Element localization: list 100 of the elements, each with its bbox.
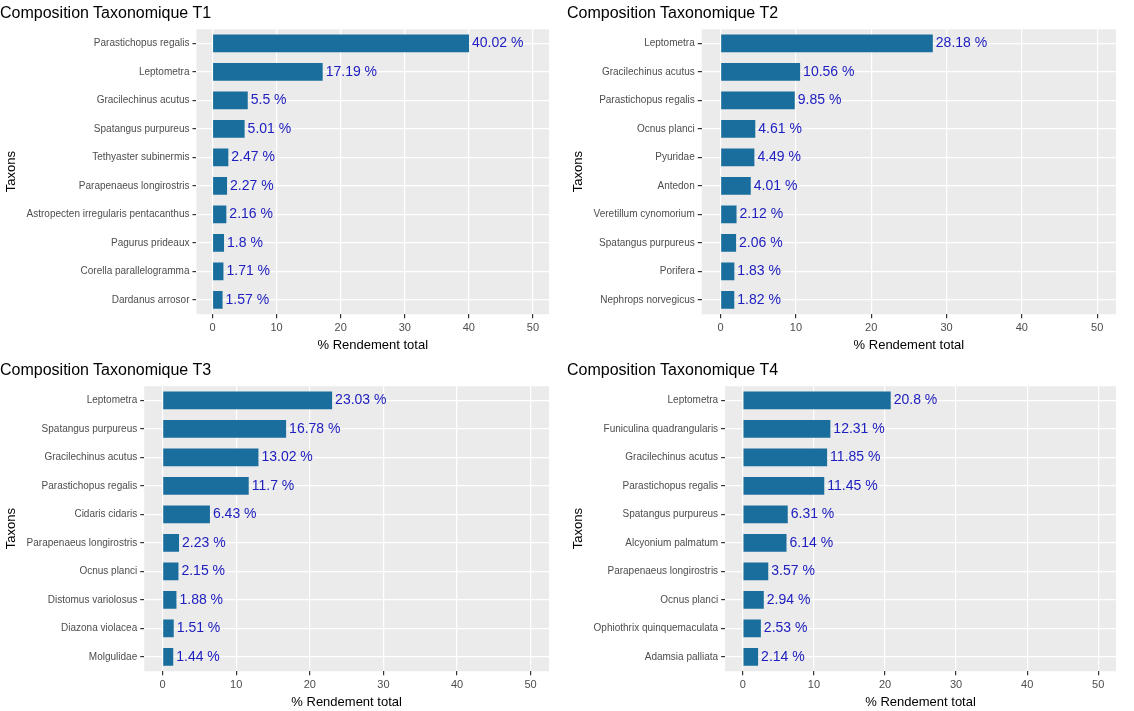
x-tick-label: 0 [739, 677, 746, 690]
y-axis-title: Taxons [3, 507, 19, 550]
bar [721, 63, 801, 81]
bar [721, 34, 933, 53]
y-tick-label: Gracilechinus acutus [625, 451, 719, 463]
x-tick-label: 40 [1015, 320, 1028, 333]
y-tick-label: Leptometra [644, 37, 696, 49]
y-tick-label: Leptometra [138, 65, 190, 77]
bar [743, 648, 759, 666]
data-label: 16.78 % [289, 419, 341, 436]
bar [163, 391, 333, 410]
bar [721, 177, 751, 195]
y-tick-label: Ophiothrix quinquemaculata [593, 622, 719, 634]
bar [743, 420, 831, 438]
y-tick-label: Alcyonium palmatum [625, 536, 719, 548]
bar [213, 291, 223, 309]
y-tick-label: Antedon [657, 179, 695, 191]
bar [721, 291, 735, 309]
data-label: 1.88 % [179, 590, 224, 607]
bar [743, 619, 761, 638]
y-tick-label: Gracilechinus acutus [96, 94, 190, 106]
y-tick-label: Parastichopus regalis [41, 479, 138, 491]
x-axis-title: % Rendement total [291, 693, 402, 709]
x-tick-label: 40 [450, 677, 464, 690]
bar [163, 648, 174, 666]
chart-title: Composition Taxonomique T1 [0, 4, 212, 22]
data-label: 6.14 % [789, 533, 834, 550]
y-tick-label: Spatangus purpureus [93, 122, 190, 134]
data-label: 20.8 % [893, 391, 938, 408]
bar [721, 91, 795, 110]
data-label: 2.53 % [763, 619, 808, 636]
bar [213, 63, 323, 81]
x-tick-label: 30 [949, 677, 963, 690]
data-label: 6.43 % [212, 505, 257, 522]
bar [743, 477, 825, 495]
bar [743, 391, 891, 410]
x-tick-label: 50 [1091, 320, 1104, 333]
y-tick-label: Ocnus planci [636, 122, 695, 134]
x-tick-label: 0 [209, 320, 216, 333]
data-label: 4.49 % [757, 148, 801, 165]
y-tick-label: Spatangus purpureus [622, 508, 719, 520]
data-label: 11.45 % [827, 476, 878, 493]
x-axis-title: % Rendement total [853, 336, 965, 352]
data-label: 4.61 % [758, 119, 802, 136]
data-label: 40.02 % [472, 34, 524, 51]
y-tick-label: Ocnus planci [660, 593, 719, 605]
bar [743, 591, 764, 609]
x-tick-label: 40 [462, 320, 475, 333]
data-label: 12.31 % [833, 419, 885, 436]
y-tick-label: Dardanus arrosor [111, 293, 191, 305]
y-tick-label: Corella parallelogramma [80, 265, 190, 277]
y-tick-label: Leptometra [667, 394, 719, 406]
x-axis-title: % Rendement total [317, 336, 429, 352]
y-tick-label: Parastichopus regalis [93, 37, 190, 49]
data-label: 2.14 % [761, 647, 805, 664]
x-tick-label: 20 [303, 677, 316, 690]
x-tick-label: 50 [524, 677, 537, 690]
y-tick-label: Leptometra [86, 394, 138, 406]
x-tick-label: 50 [526, 320, 540, 333]
data-label: 5.01 % [247, 119, 292, 136]
bar [743, 448, 828, 467]
y-tick-label: Adamsia palliata [644, 650, 719, 662]
y-tick-label: Porifera [659, 265, 696, 277]
y-tick-label: Spatangus purpureus [599, 236, 695, 248]
x-tick-label: 10 [270, 320, 283, 333]
data-label: 2.94 % [766, 590, 811, 607]
bar [721, 234, 737, 252]
bar [721, 205, 737, 224]
data-label: 13.02 % [261, 448, 313, 465]
bar [213, 148, 229, 167]
x-tick-label: 40 [1021, 677, 1034, 690]
bar [213, 91, 248, 110]
bar [213, 205, 227, 224]
y-tick-label: Diazona violacea [61, 622, 138, 634]
bar [721, 262, 735, 281]
data-label: 5.5 % [250, 91, 287, 108]
bar [213, 262, 224, 281]
x-tick-label: 20 [878, 677, 892, 690]
y-tick-label: Parapenaeus longirostris [26, 536, 138, 548]
y-axis-title: Taxons [570, 507, 586, 550]
x-tick-label: 20 [334, 320, 347, 333]
bar [163, 448, 259, 467]
data-label: 2.06 % [739, 233, 783, 250]
x-tick-label: 10 [807, 677, 821, 690]
y-tick-label: Pagurus prideaux [111, 236, 190, 248]
y-tick-label: Gracilechinus acutus [601, 65, 695, 77]
data-label: 1.82 % [737, 290, 781, 307]
x-tick-label: 30 [377, 677, 390, 690]
data-label: 9.85 % [797, 91, 842, 108]
data-label: 10.56 % [803, 62, 855, 79]
data-label: 17.19 % [325, 62, 378, 79]
bar [743, 505, 788, 524]
y-axis-title: Taxons [570, 150, 586, 193]
bar [721, 120, 756, 138]
data-label: 2.16 % [229, 205, 273, 222]
data-label: 1.44 % [176, 647, 220, 664]
bar [163, 477, 249, 495]
chart-title: Composition Taxonomique T2 [567, 4, 779, 22]
y-tick-label: Parapenaeus longirostris [607, 565, 719, 577]
y-tick-label: Gracilechinus acutus [44, 451, 138, 463]
